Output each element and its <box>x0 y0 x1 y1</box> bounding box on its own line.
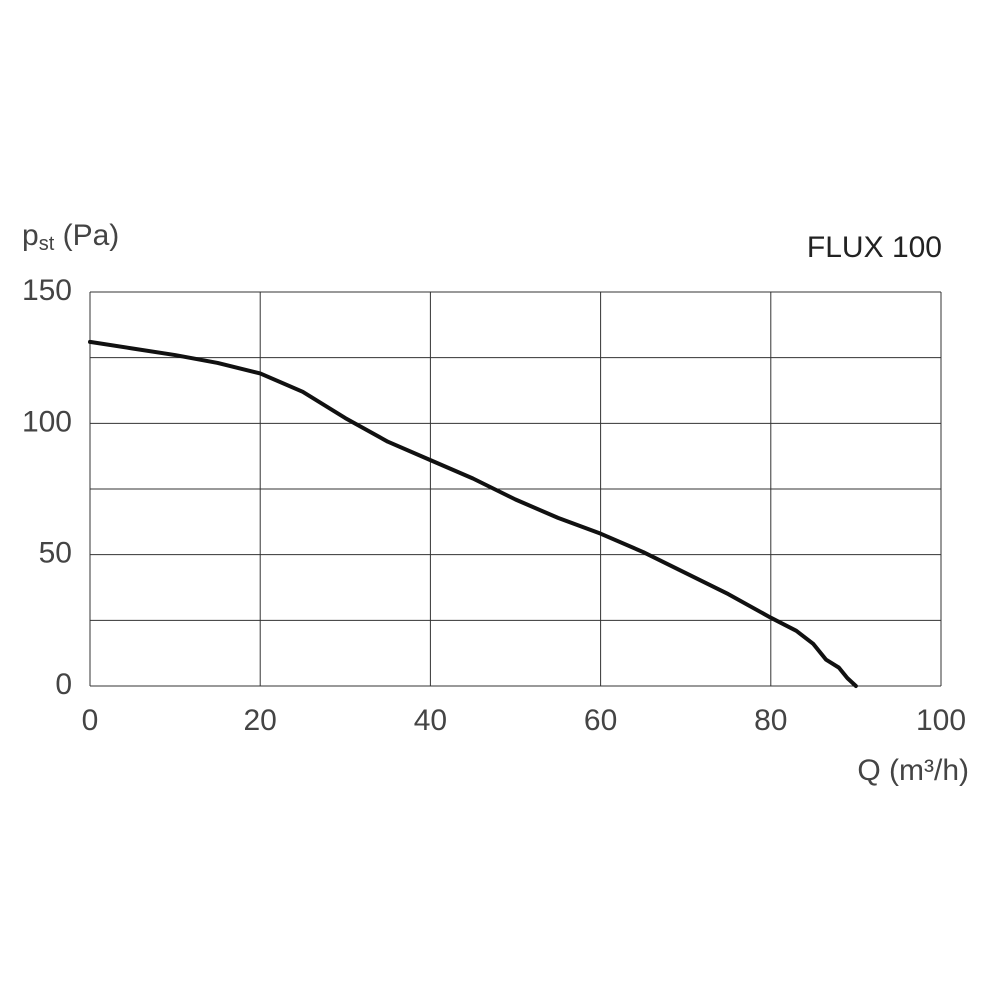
y-label-base: p <box>22 219 39 252</box>
y-label-rest: (Pa) <box>54 219 119 252</box>
y-tick-label: 0 <box>55 668 72 701</box>
y-label-sub: st <box>39 233 55 255</box>
x-tick-label: 40 <box>414 704 447 737</box>
x-tick-label: 0 <box>82 704 99 737</box>
y-tick-label: 50 <box>39 537 72 570</box>
chart-title: FLUX 100 <box>807 231 942 264</box>
y-tick-label: 100 <box>22 405 72 438</box>
x-tick-label: 100 <box>916 704 966 737</box>
x-tick-label: 80 <box>754 704 787 737</box>
x-axis-label: Q (m³/h) <box>857 754 969 787</box>
x-tick-label: 20 <box>244 704 277 737</box>
x-tick-label: 60 <box>584 704 617 737</box>
y-axis-label: pst (Pa) <box>22 219 119 255</box>
y-tick-label: 150 <box>22 274 72 307</box>
data-line <box>88 339 858 688</box>
